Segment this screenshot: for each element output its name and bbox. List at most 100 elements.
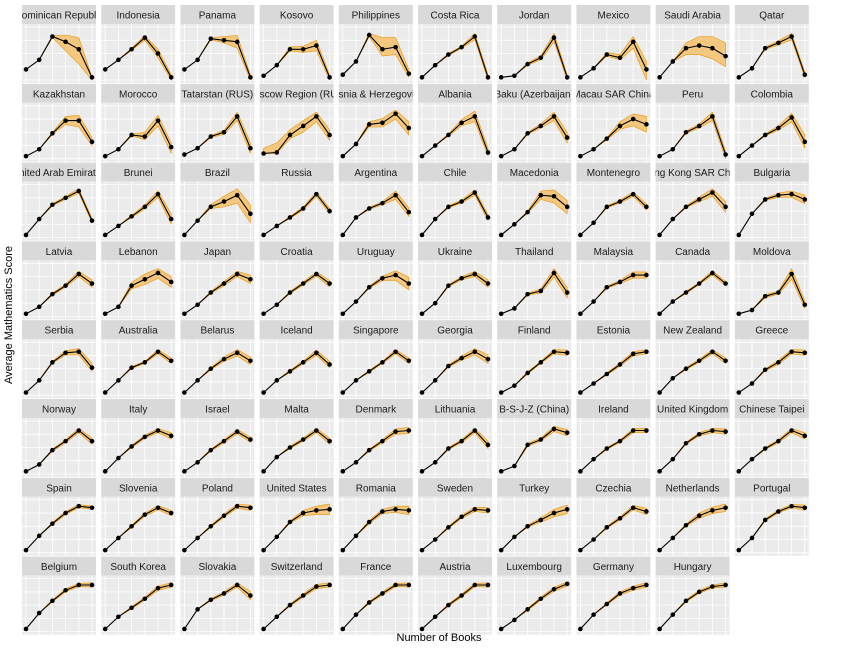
facet-strip [576,399,651,418]
data-point [50,202,55,208]
data-point [129,365,134,370]
data-point [749,143,755,148]
data-point [591,612,596,617]
data-point [248,437,253,442]
data-point [182,152,187,157]
data-point [314,508,319,513]
data-point [353,612,359,617]
data-point [23,390,29,395]
facet-panel: Brazil [180,162,255,241]
data-point [564,507,570,512]
facet-label: Germany [593,562,634,573]
data-point [657,153,662,159]
series-line [500,115,568,157]
data-point [591,66,596,71]
facet-strip [22,399,96,418]
data-point [353,533,359,539]
data-point [129,214,134,219]
data-point [776,438,781,444]
series-line [738,116,806,157]
facet-strip [734,162,809,182]
data-point [432,62,438,68]
data-point [551,586,557,592]
data-point [617,362,623,367]
data-point [168,216,174,222]
facet-label: Colombia [751,89,794,100]
data-point [366,369,372,374]
facet-strip [338,241,413,261]
data-point [142,512,148,517]
facet-label: B-S-J-Z (China) [499,405,569,416]
data-point [208,36,214,41]
data-point [208,134,214,139]
facet-panel: Ireland [576,399,651,477]
data-point [314,271,319,277]
series-line [263,429,330,472]
facet-label: South Korea [110,562,166,573]
data-point [472,349,478,355]
facet-panel: Panama [180,5,255,83]
data-point [498,75,504,80]
data-point [287,46,293,52]
facet-panel: Luxembourg [497,556,572,635]
series-line [184,430,251,472]
data-point [300,123,306,129]
data-point [261,390,266,395]
data-point [23,547,29,553]
data-point [683,440,689,446]
data-point [234,271,240,277]
facet-strip [22,83,96,103]
data-point [182,67,187,72]
facet-label: Moldova [753,247,791,258]
data-point [485,215,491,220]
facet-panel: Kazakhstan [22,83,96,162]
data-point [630,351,636,357]
data-point [551,510,557,516]
facet-strip [101,477,176,497]
facet-panel: Georgia [418,320,492,399]
data-point [657,390,662,395]
data-point [287,602,293,608]
data-point [327,132,332,138]
facet-panel: Croatia [259,241,334,320]
series-line [104,272,172,315]
facet-panel: Peru [655,83,730,162]
data-point [248,211,253,217]
facet-panel: Italy [101,399,176,477]
data-point [551,35,557,40]
data-point [208,524,214,529]
data-point [723,152,728,157]
data-point [393,507,398,512]
series-line [342,194,410,236]
series-line [25,351,93,394]
facet-panel: Turkey [497,477,572,556]
data-point [155,270,161,276]
facet-label: Bosnia & Herzegovina [326,89,425,100]
facet-panel: Saudi Arabia [655,5,730,83]
facet-label: Tatarstan (RUS) [182,89,254,100]
facet-strip [180,320,255,340]
data-point [393,111,398,117]
facet-strip [655,241,730,261]
data-point [102,311,108,317]
data-point [274,223,280,229]
data-point [76,349,82,355]
facet-label: Montenegro [587,168,641,179]
data-point [380,46,385,52]
data-point [36,378,42,383]
data-point [776,192,781,198]
data-point [802,433,808,439]
data-point [340,390,346,395]
data-point [578,469,583,474]
facet-label: Brazil [205,168,230,179]
data-point [498,390,504,395]
data-point [366,447,372,453]
facet-panel: Slovakia [180,556,255,635]
data-point [604,204,610,210]
facet-panel: Moldova [734,241,809,320]
data-point [234,39,240,45]
facet-strip [338,556,413,576]
data-point [155,51,161,56]
facet-panel: Montenegro [576,162,651,241]
data-point [749,211,755,217]
